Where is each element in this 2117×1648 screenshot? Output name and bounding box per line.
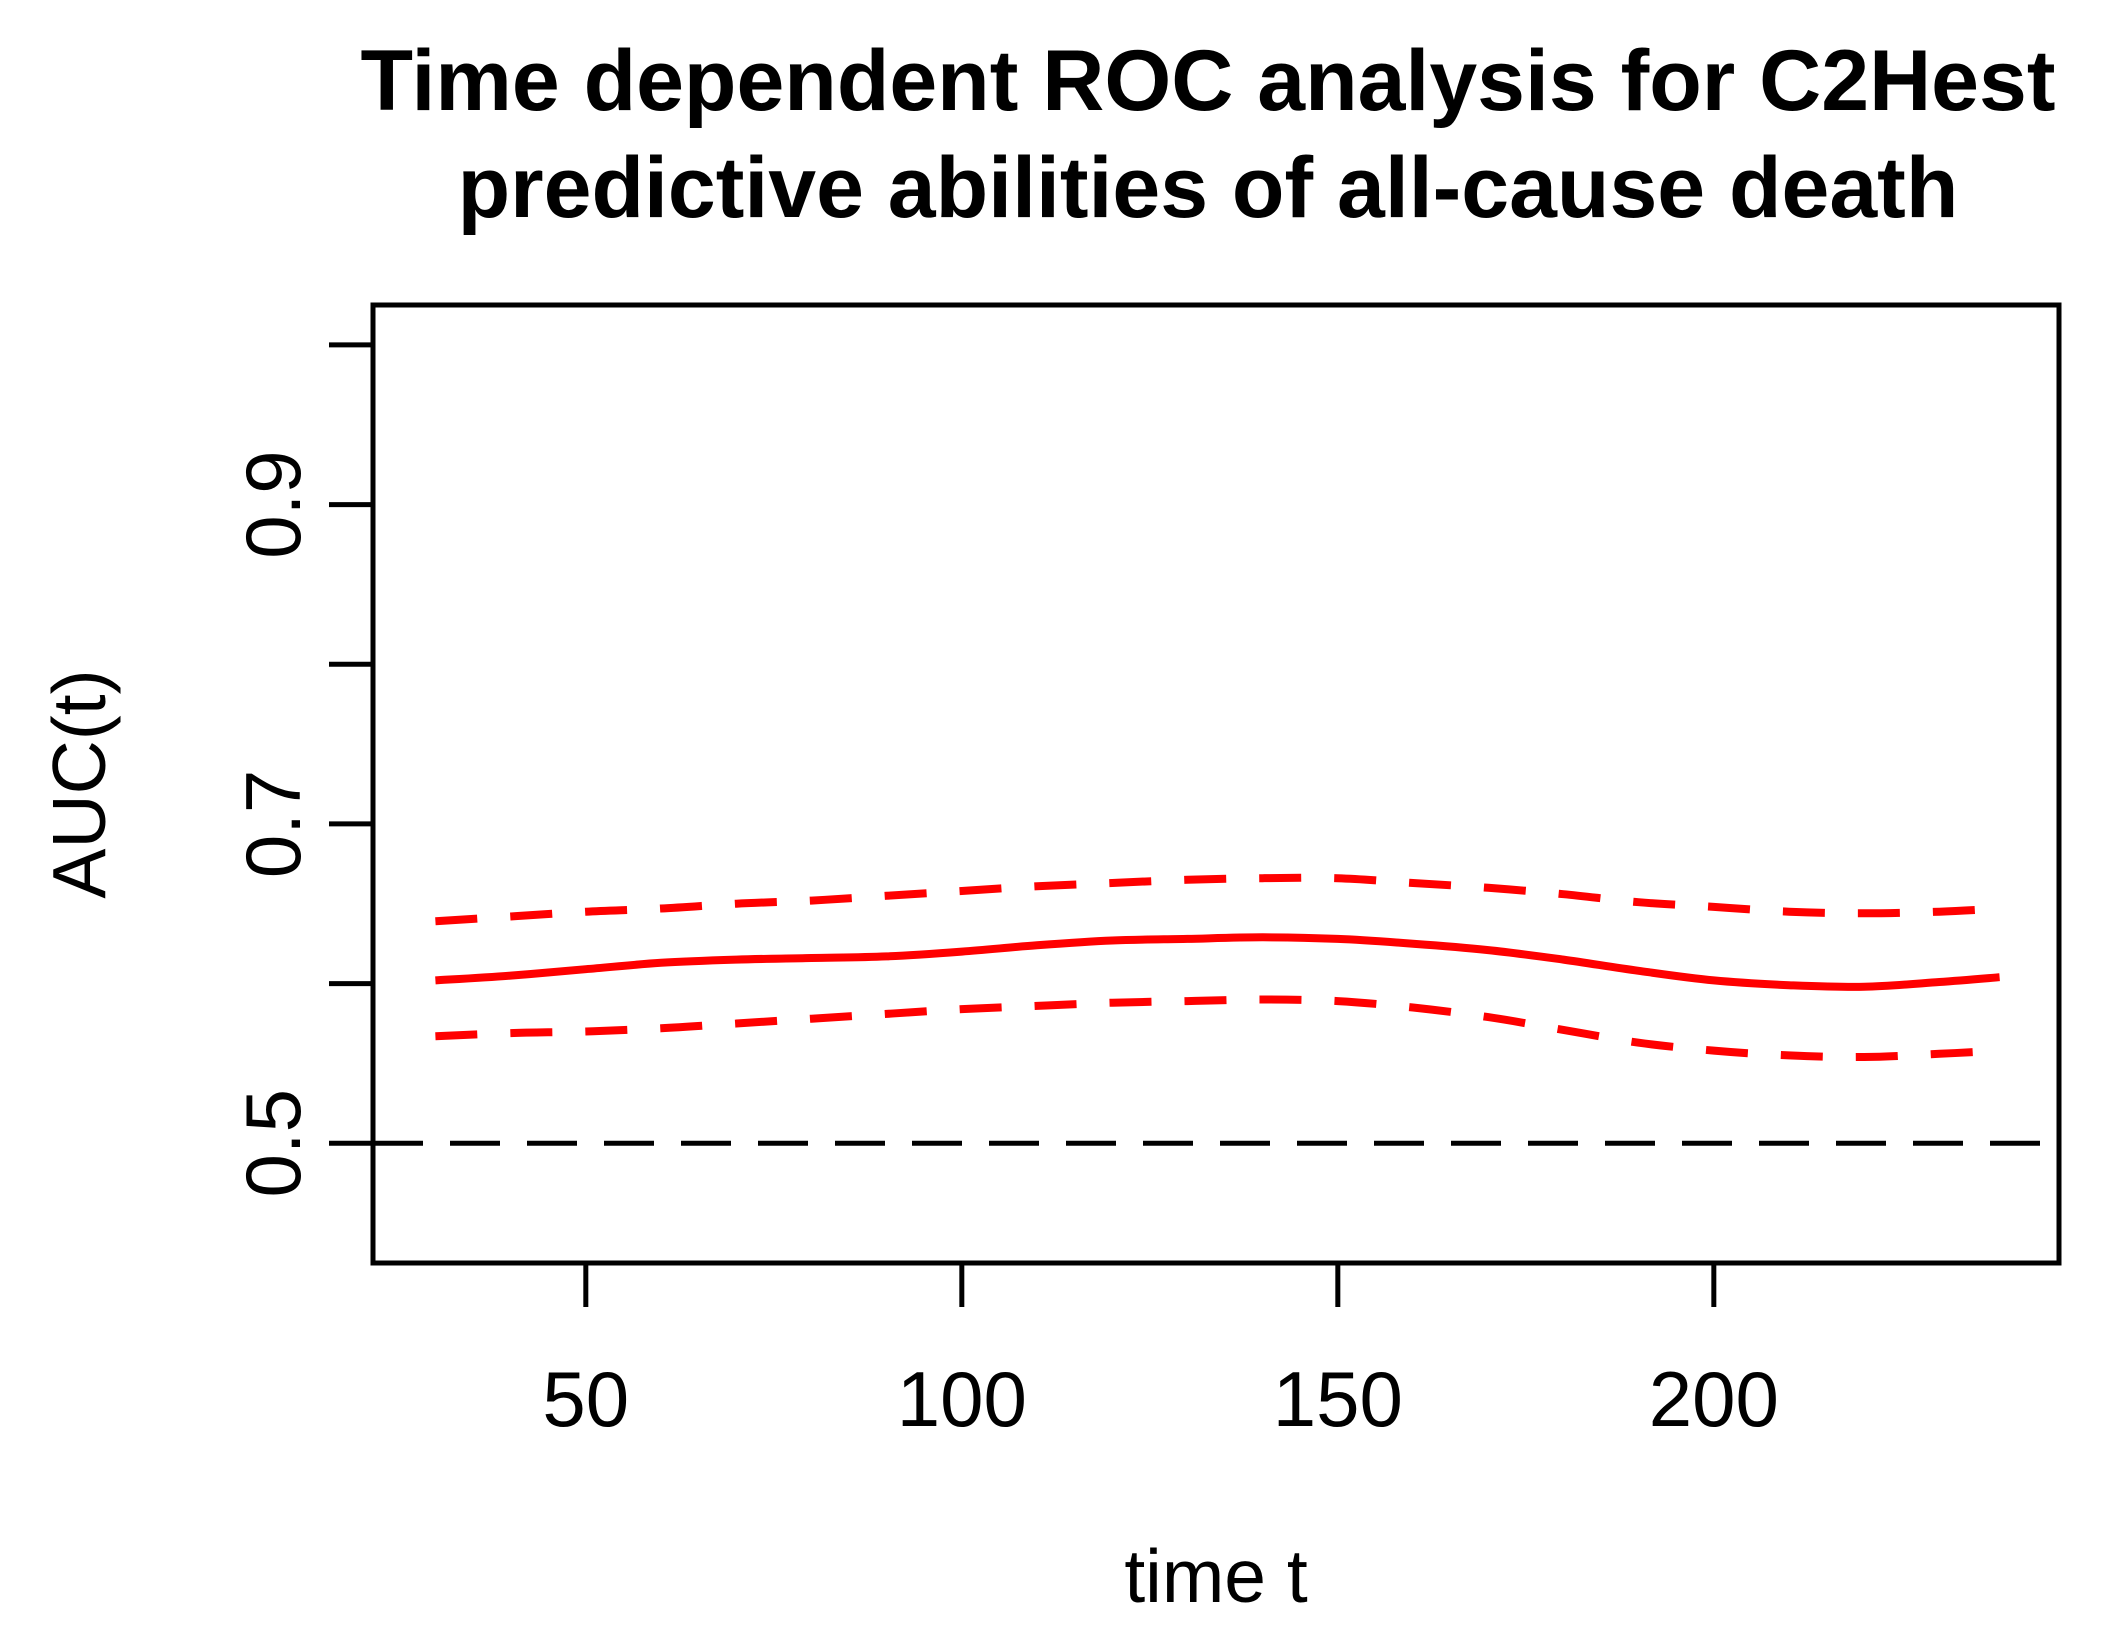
- x-axis-ticks: 50 100 150 200: [542, 1263, 1779, 1443]
- auc-estimate-curve: [435, 933, 2000, 991]
- x-tick-label: 50: [542, 1355, 629, 1443]
- x-tick-label: 100: [897, 1355, 1027, 1443]
- y-tick-label: 0.9: [229, 450, 317, 558]
- y-tick-label: 0.7: [229, 770, 317, 878]
- chart-title-line1: Time dependent ROC analysis for C2Hest: [361, 33, 2056, 129]
- plot-box: [370, 302, 2062, 1266]
- x-axis-label: time t: [1124, 1534, 1308, 1618]
- y-axis-label: AUC(t): [37, 669, 121, 898]
- chart-title-line2: predictive abilities of all-cause death: [458, 140, 1959, 236]
- x-tick-label: 200: [1649, 1355, 1779, 1443]
- curves: [435, 873, 2000, 1062]
- x-tick-label: 150: [1273, 1355, 1403, 1443]
- ci-upper-curve: [435, 873, 2000, 926]
- y-axis-ticks: 0.9 0.7 0.5: [229, 342, 373, 1197]
- y-tick-label: 0.5: [229, 1089, 317, 1197]
- ci-lower-curve: [435, 995, 2000, 1062]
